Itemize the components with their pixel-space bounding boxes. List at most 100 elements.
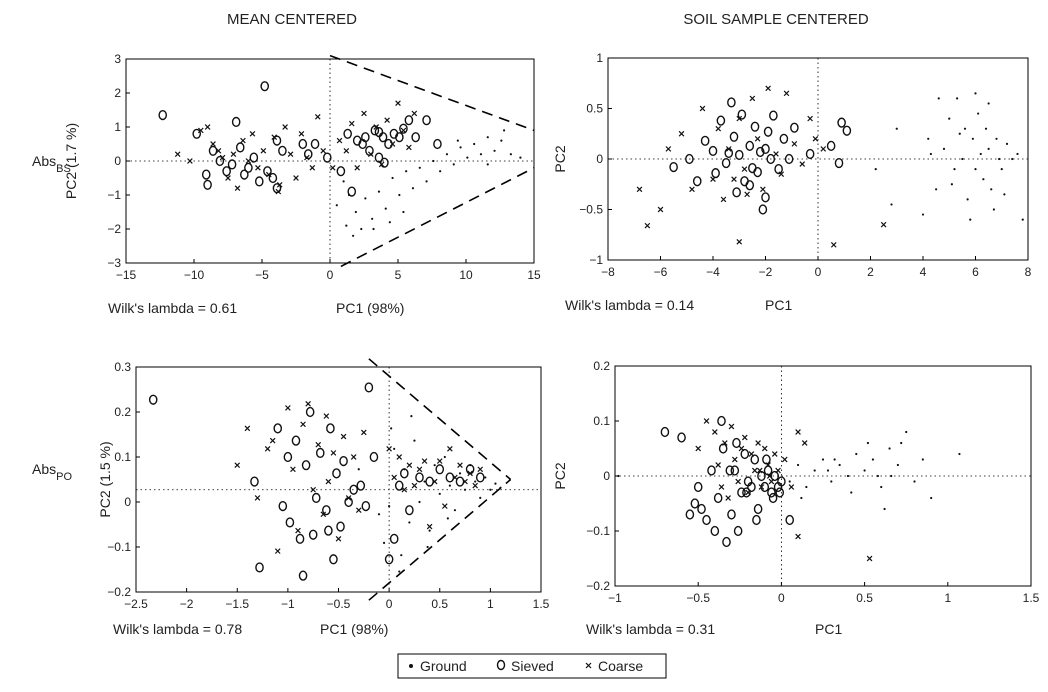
point-sieved (777, 476, 786, 487)
point-sieved (433, 138, 442, 150)
point-ground (927, 137, 930, 140)
point-coarse (807, 115, 813, 122)
point-ground (900, 441, 903, 445)
point-sieved (740, 448, 750, 460)
point-coarse (426, 523, 433, 530)
point-sieved (758, 204, 768, 215)
point-ground (821, 458, 825, 461)
point-ground (364, 197, 367, 200)
point-coarse (441, 503, 448, 509)
point-sieved (722, 536, 731, 548)
point-coarse (791, 141, 798, 147)
point-coarse (820, 146, 827, 152)
point-sieved (755, 146, 765, 158)
point-coarse (781, 456, 788, 463)
point-sieved (308, 529, 318, 540)
guide-line-0 (368, 358, 512, 481)
point-ground (500, 139, 503, 142)
point-ground (1016, 152, 1019, 156)
x-tick-label: 5 (395, 268, 402, 282)
point-coarse (373, 124, 380, 130)
point-sieved (310, 138, 320, 150)
x-axis-label: PC1 (98%) (336, 300, 404, 316)
y-tick-label: −0.2 (107, 585, 131, 599)
point-ground (371, 217, 374, 220)
point-ground (895, 127, 898, 130)
y-tick-label: 0 (603, 469, 610, 483)
point-sieved (356, 480, 366, 491)
point-ground (502, 129, 506, 132)
y-tick-label: 0.1 (593, 414, 610, 428)
point-coarse (748, 451, 755, 457)
point-ground (432, 159, 435, 163)
point-sieved (250, 476, 259, 487)
point-coarse (760, 186, 766, 193)
point-ground (850, 491, 853, 494)
point-sieved (285, 517, 295, 528)
point-coarse (260, 147, 267, 154)
point-sieved (761, 143, 770, 155)
point-sieved (677, 432, 686, 443)
point-coarse (254, 495, 261, 501)
point-coarse (731, 456, 738, 463)
point-ground (499, 486, 502, 489)
y-tick-label: 0 (114, 154, 121, 168)
point-coarse (411, 482, 418, 489)
point-sieved (425, 476, 434, 487)
y-tick-label: 0.2 (593, 359, 610, 373)
point-ground (418, 166, 421, 169)
point-coarse (703, 418, 710, 424)
point-ground (377, 190, 381, 193)
point-coarse (731, 176, 737, 183)
point-ground (966, 198, 969, 201)
point-sieved (826, 140, 836, 151)
point-ground (425, 180, 428, 183)
y-tick-label: −1 (107, 188, 121, 202)
point-coarse (330, 450, 337, 456)
point-coarse (314, 113, 321, 120)
point-coarse (315, 441, 322, 448)
point-ground (335, 204, 338, 207)
row-label-abs-po-sub: PO (56, 471, 72, 483)
point-coarse (657, 206, 664, 213)
row-label-abs-po: AbsPO (32, 461, 72, 483)
point-coarse (285, 405, 291, 411)
point-ground (1000, 168, 1003, 171)
point-ground (874, 168, 877, 171)
point-coarse (795, 533, 801, 540)
point-ground (805, 485, 808, 489)
point-coarse (310, 486, 317, 493)
point-ground (1011, 157, 1014, 161)
point-sieved (255, 562, 264, 573)
y-tick-label: −0.1 (107, 540, 131, 554)
point-coarse (741, 166, 748, 172)
point-coarse (234, 185, 241, 192)
point-ground (418, 500, 421, 504)
point-coarse (367, 151, 374, 158)
x-tick-label: −0.5 (327, 597, 351, 611)
point-sieved (272, 135, 282, 146)
point-ground (929, 152, 932, 156)
point-sieved (349, 484, 358, 495)
point-sieved (235, 142, 245, 153)
point-sieved (148, 394, 158, 405)
point-ground (974, 168, 977, 171)
point-sieved (768, 492, 778, 504)
point-ground (905, 430, 908, 434)
point-ground (453, 509, 457, 512)
point-ground (796, 463, 800, 467)
point-ground (479, 496, 482, 500)
point-sieved (761, 192, 770, 203)
point-ground (446, 517, 449, 520)
point-ground (846, 474, 850, 478)
point-sieved (785, 514, 795, 526)
y-tick-label: 2 (114, 86, 121, 100)
x-axis-label: PC1 (765, 297, 792, 313)
point-ground (913, 480, 916, 483)
point-ground (489, 488, 492, 491)
y-tick-label: 0.5 (586, 102, 603, 116)
x-tick-label: −2 (180, 597, 194, 611)
point-coarse (276, 181, 283, 188)
point-sieved (734, 149, 744, 161)
